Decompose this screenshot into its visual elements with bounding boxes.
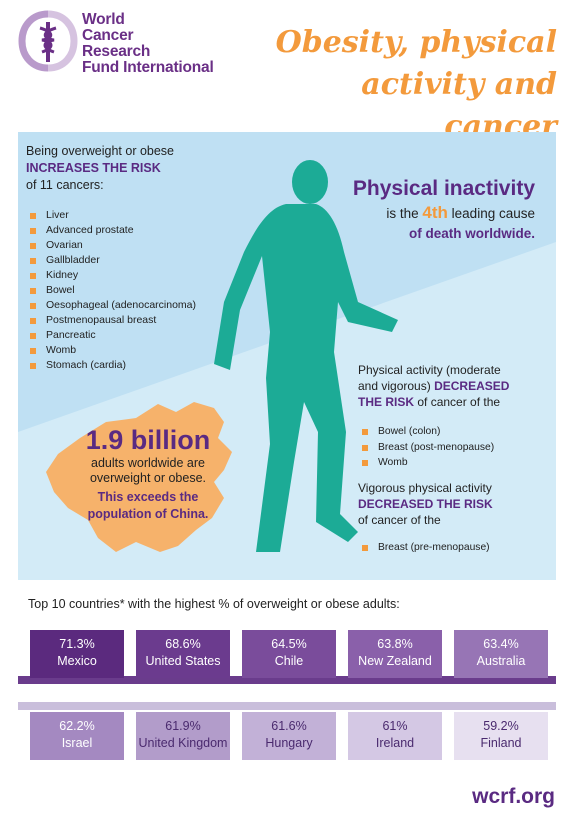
country-name: Mexico bbox=[57, 654, 97, 668]
list-item: Breast (pre-menopause) bbox=[362, 540, 490, 556]
country-name: Finland bbox=[480, 736, 522, 750]
wcrf-logo-icon bbox=[18, 10, 78, 72]
activity-callout: Physical activity (moderate and vigorous… bbox=[358, 363, 510, 409]
vigorous-callout: Vigorous physical activity DECREASED THE… bbox=[358, 481, 493, 527]
row-divider bbox=[18, 676, 556, 684]
country-percent: 59.2% bbox=[483, 719, 519, 733]
list-item: Advanced prostate bbox=[30, 223, 196, 238]
country-cell: 64.5% Chile bbox=[242, 630, 336, 678]
cancer-risk-list: Liver Advanced prostate Ovarian Gallblad… bbox=[30, 208, 196, 373]
risk-intro: Being overweight or obese INCREASES THE … bbox=[26, 144, 175, 192]
list-item: Ovarian bbox=[30, 238, 196, 253]
country-percent: 71.3% bbox=[59, 637, 95, 651]
list-item: Gallbladder bbox=[30, 253, 196, 268]
country-cell: 61% Ireland bbox=[348, 712, 442, 760]
list-item: Stomach (cardia) bbox=[30, 358, 196, 373]
country-name: New Zealand bbox=[358, 654, 432, 668]
country-cell: 59.2% Finland bbox=[454, 712, 548, 760]
list-item: Breast (post-menopause) bbox=[362, 440, 494, 456]
row-divider bbox=[18, 702, 556, 710]
list-item: Oesophageal (adenocarcinoma) bbox=[30, 298, 196, 313]
country-cell: 62.2% Israel bbox=[30, 712, 124, 760]
country-cell: 63.8% New Zealand bbox=[348, 630, 442, 678]
country-name: Hungary bbox=[265, 736, 313, 750]
list-item: Bowel (colon) bbox=[362, 424, 494, 440]
country-name: United States bbox=[145, 654, 221, 668]
list-item: Womb bbox=[30, 343, 196, 358]
list-item: Kidney bbox=[30, 268, 196, 283]
page-title: Obesity, physical activity and cancer bbox=[275, 25, 557, 144]
list-item: Liver bbox=[30, 208, 196, 223]
country-cell: 71.3% Mexico bbox=[30, 630, 124, 678]
billion-callout: 1.9 billion adults worldwide are overwei… bbox=[85, 425, 211, 521]
org-name: World Cancer Research Fund International bbox=[82, 11, 214, 76]
country-percent: 63.4% bbox=[483, 637, 519, 651]
activity-list: Bowel (colon) Breast (post-menopause) Wo… bbox=[362, 424, 494, 471]
countries-row-2: 62.2% Israel 61.9% United Kingdom 61.6% Hunga… bbox=[18, 712, 556, 762]
country-cell: 61.9% United Kingdom bbox=[136, 712, 230, 760]
country-percent: 61.9% bbox=[165, 719, 201, 733]
china-map-icon bbox=[46, 402, 232, 552]
footer-url: wcrf.org bbox=[472, 785, 555, 808]
country-cell: 63.4% Australia bbox=[454, 630, 548, 678]
country-name: Chile bbox=[274, 654, 304, 668]
country-cell: 68.6% United States bbox=[136, 630, 230, 678]
country-percent: 61.6% bbox=[271, 719, 307, 733]
info-panel bbox=[18, 132, 556, 580]
country-cell: 61.6% Hungary bbox=[242, 712, 336, 760]
list-item: Postmenopausal breast bbox=[30, 313, 196, 328]
country-percent: 62.2% bbox=[59, 719, 95, 733]
list-item: Bowel bbox=[30, 283, 196, 298]
vigorous-list: Breast (pre-menopause) bbox=[362, 540, 490, 556]
runner-icon bbox=[214, 160, 398, 552]
panel-background bbox=[18, 132, 556, 580]
country-percent: 63.8% bbox=[377, 637, 413, 651]
list-item: Womb bbox=[362, 455, 494, 471]
country-name: United Kingdom bbox=[138, 736, 228, 750]
country-name: Ireland bbox=[375, 736, 415, 750]
countries-title: Top 10 countries* with the highest % of … bbox=[28, 597, 400, 611]
country-name: Australia bbox=[476, 654, 526, 668]
inactivity-callout: Physical inactivity is the 4th leading c… bbox=[352, 177, 535, 241]
country-percent: 61% bbox=[382, 719, 408, 733]
country-percent: 68.6% bbox=[165, 637, 201, 651]
countries-row-1: 71.3% Mexico 68.6% United States 64.5% Chile 6… bbox=[18, 630, 556, 680]
country-name: Israel bbox=[61, 736, 93, 750]
list-item: Pancreatic bbox=[30, 328, 196, 343]
country-percent: 64.5% bbox=[271, 637, 307, 651]
